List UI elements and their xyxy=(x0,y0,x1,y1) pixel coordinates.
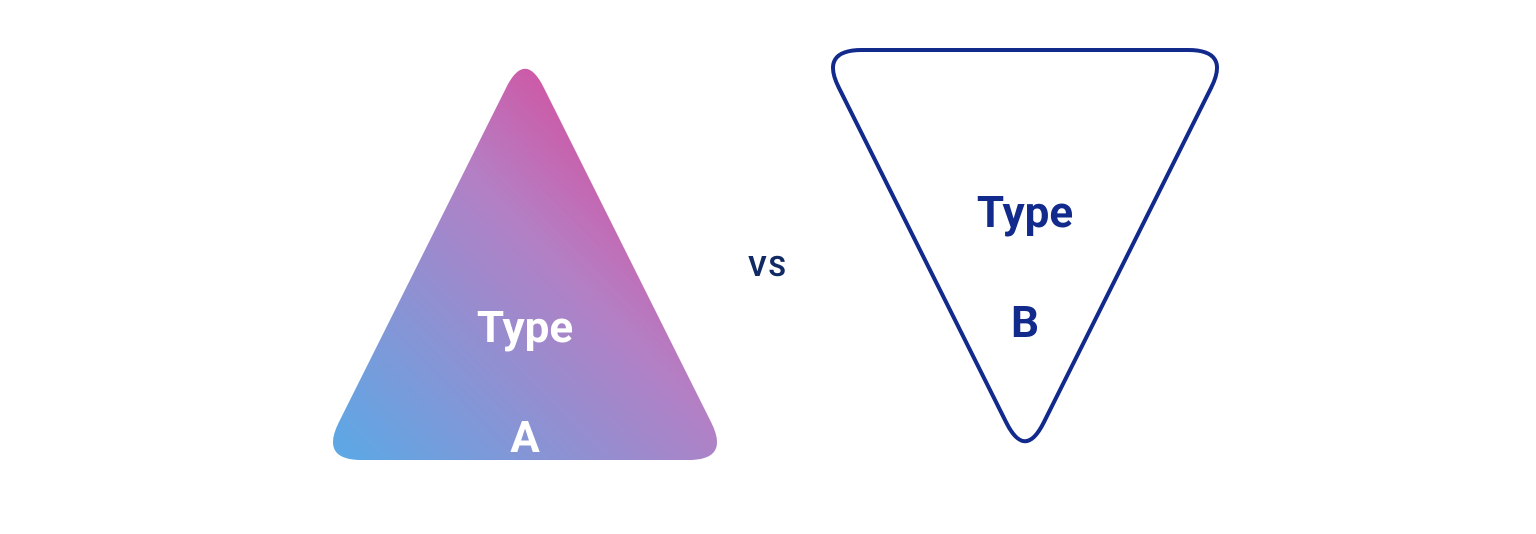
triangle-down-icon xyxy=(800,30,1250,480)
vs-text: VS xyxy=(748,250,788,283)
diagram-canvas: Type A VS Type B xyxy=(0,0,1536,534)
triangle-a-shape xyxy=(300,30,750,480)
triangle-up-icon xyxy=(300,30,750,480)
vs-label: VS xyxy=(0,250,1536,283)
triangle-b-shape xyxy=(800,30,1250,480)
